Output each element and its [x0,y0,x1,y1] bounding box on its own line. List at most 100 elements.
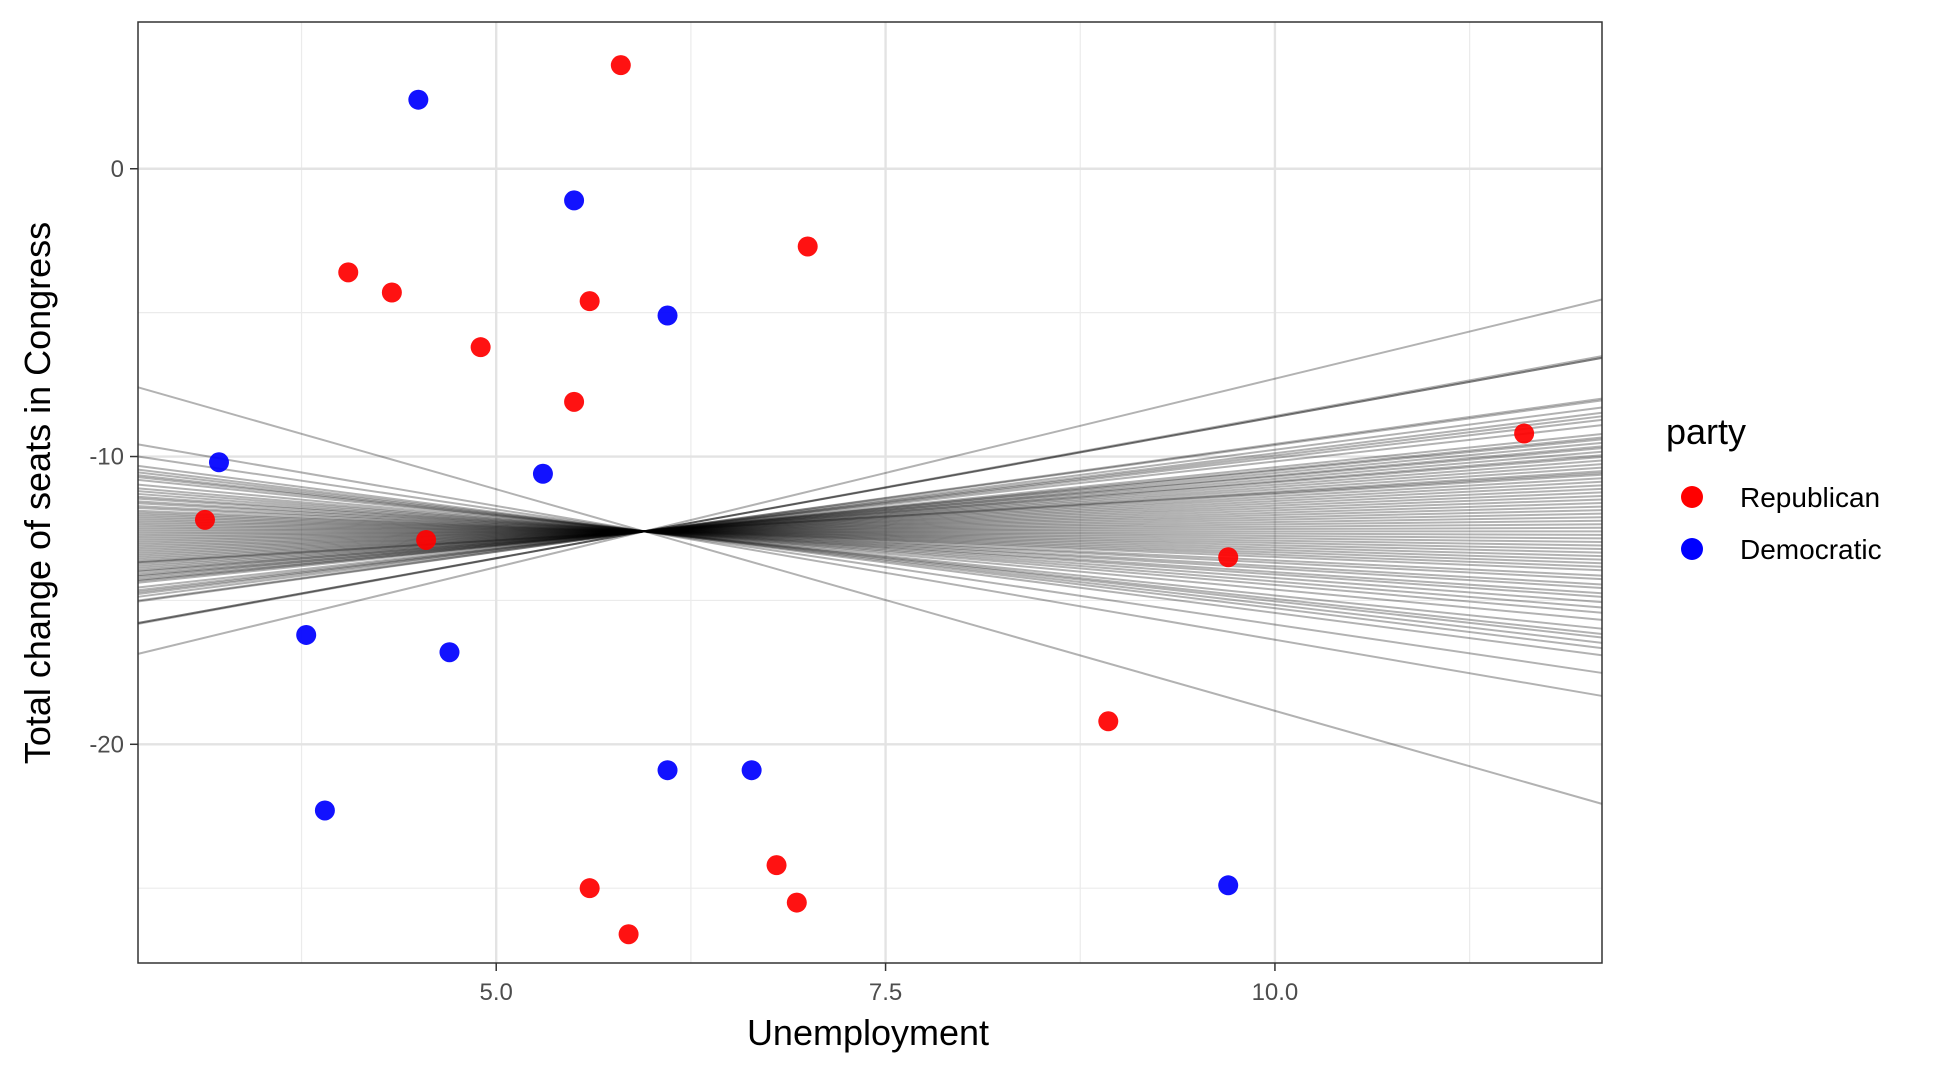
regression-line [137,520,1603,551]
regression-line [137,483,1603,621]
major-gridlines [138,22,1602,963]
data-point-republican [338,262,359,283]
data-point-republican [381,282,402,303]
x-tick-label: 10.0 [1252,979,1299,1006]
regression-line [137,495,1603,598]
y-tick-label: 0 [111,156,124,183]
y-axis: 0 -10 -20 [89,156,138,758]
regression-line [137,484,1603,557]
regression-line [137,468,1603,650]
data-points [194,55,1535,945]
regression-line [137,463,1603,568]
data-point-republican [786,892,807,913]
regression-line [137,474,1603,639]
regression-line [137,505,1603,581]
regression-line [137,509,1603,572]
x-axis: 5.0 7.5 10.0 [480,963,1299,1006]
data-point-republican [797,236,818,257]
minor-gridlines [138,22,1602,963]
regression-line [137,505,1603,546]
data-point-democratic [1218,875,1239,896]
data-point-republican [610,55,631,76]
regression-line [137,509,1603,544]
data-point-democratic [741,760,762,781]
regression-line [137,459,1603,570]
data-point-democratic [564,190,585,211]
regression-line [137,522,1603,547]
regression-line [137,512,1603,542]
data-point-republican [579,291,600,312]
data-point-democratic [408,89,429,110]
regression-line [137,492,1603,604]
y-tick-label: -20 [89,731,124,758]
data-point-republican [618,924,639,945]
legend-title: party [1666,411,1746,452]
legend: party Republican Democratic [1666,411,1882,565]
regression-line [137,511,1603,568]
regression-line [137,528,1603,536]
regression-line [137,406,1603,598]
regression-line [137,471,1603,564]
regression-line [137,526,1603,535]
regression-line [137,477,1603,561]
regression-line [137,438,1603,581]
regression-line [137,424,1603,589]
data-point-republican [1218,547,1239,568]
regression-line [137,476,1603,635]
x-tick-label: 7.5 [869,979,902,1006]
legend-key-republican [1681,486,1703,508]
x-axis-title: Unemployment [747,1012,989,1053]
regression-line [137,513,1603,565]
regression-line [137,355,1603,625]
regression-line [137,494,1603,552]
y-axis-title: Total change of seats in Congress [17,222,58,764]
regression-line [137,502,1603,586]
regression-line [137,466,1603,567]
regression-line [137,497,1603,595]
data-point-republican [579,878,600,899]
data-point-republican [564,391,585,412]
regression-line [137,487,1603,555]
regression-line [137,411,1603,596]
regression-line [137,415,1603,594]
regression-line [137,298,1603,655]
data-point-democratic [314,800,335,821]
regression-line [137,491,1603,553]
regression-line [137,480,1603,559]
regression-line [137,516,1603,540]
regression-lines [137,298,1603,805]
data-point-republican [766,855,787,876]
regression-line [137,450,1603,575]
regression-line [137,399,1603,602]
data-point-republican [416,529,437,550]
regression-line [137,443,1603,697]
regression-line [137,524,1603,543]
y-tick-label: -10 [89,444,124,471]
regression-line [137,478,1603,630]
regression-line [137,487,1603,614]
data-point-democratic [657,305,678,326]
regression-line [137,418,1603,592]
regression-line [137,445,1603,578]
data-point-democratic [208,452,229,473]
regression-line [137,470,1603,565]
regression-line [137,523,1603,537]
regression-line [137,498,1603,550]
regression-line [137,515,1603,561]
regression-line [137,454,1603,573]
regression-line [137,356,1603,624]
regression-line [137,436,1603,582]
data-point-republican [1098,711,1119,732]
legend-key-democratic [1681,538,1703,560]
x-tick-label: 5.0 [480,979,513,1006]
data-point-democratic [657,760,678,781]
panel-border [137,21,1603,964]
legend-label-democratic: Democratic [1740,534,1882,565]
data-point-republican [194,509,215,530]
data-point-republican [1514,423,1535,444]
data-point-democratic [439,642,460,663]
regression-line [137,464,1603,657]
regression-line [137,502,1603,548]
regression-line [137,471,1603,644]
